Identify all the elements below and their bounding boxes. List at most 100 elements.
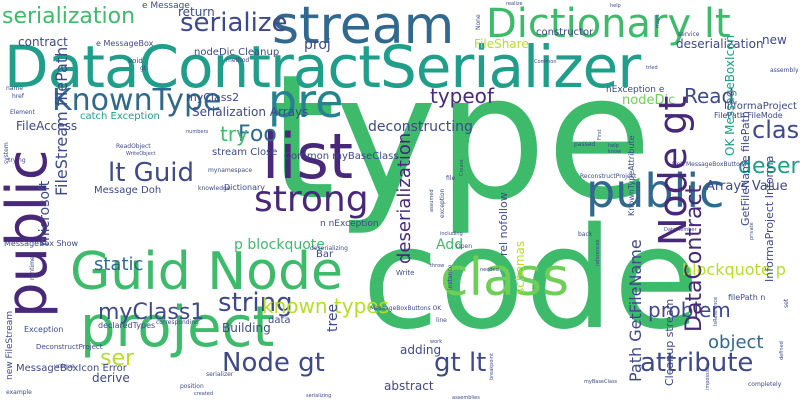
word-deconstructproject: Doh MessageBoxButtons bbox=[672, 161, 747, 168]
word-gt: deconstructing bbox=[368, 119, 473, 135]
word-method: void bbox=[128, 57, 143, 65]
word-deconstructing: DeconstructProject bbox=[36, 343, 103, 351]
word-assumed: myBaseClass bbox=[584, 379, 618, 385]
word-informaproject-vert: InformaProject Informa bbox=[763, 155, 776, 282]
word-serializer: unique bbox=[54, 363, 75, 370]
word-realize-vert: defined bbox=[779, 341, 785, 360]
word-deserialize: problem bbox=[648, 298, 731, 322]
word-datacontractserializer: DataContractSerializer bbox=[4, 33, 641, 101]
word-abstract: Building bbox=[222, 321, 271, 335]
word-element: name bbox=[6, 85, 24, 92]
word-serializing: numbers bbox=[186, 129, 209, 135]
word-know: back bbox=[578, 231, 593, 238]
word-mycomplexresult-vert: Path GetFileName bbox=[626, 239, 645, 382]
word-unique-vert: breakpoint bbox=[489, 353, 495, 380]
word-assemblies-vert: impossible bbox=[705, 363, 711, 390]
word-messageboxbuttons-ok-vert: KnownTypeAttribute bbox=[627, 135, 636, 216]
word-exception-vert: Create bbox=[459, 159, 465, 176]
word-serialization: gt lt bbox=[434, 348, 487, 378]
word-back: Common bbox=[534, 59, 557, 65]
word-impossible: DataMember bbox=[664, 227, 697, 233]
word-serialization-arrays: constructor bbox=[536, 27, 594, 38]
word-declaredtypes: MessageBoxIcon Error bbox=[16, 363, 127, 374]
word-defined: completely bbox=[748, 381, 782, 388]
word-line: Open bbox=[456, 243, 473, 250]
word-first: passed bbox=[574, 141, 596, 148]
word-proj-vert: DataContract bbox=[682, 184, 707, 332]
word-open-vert: runtime bbox=[29, 256, 36, 280]
word-stream: stream bbox=[272, 0, 455, 56]
word-new-filestream: nException e bbox=[606, 85, 665, 95]
word-ok-messageboxicon: filePath n bbox=[728, 293, 766, 302]
word-guid-node: Guid Node bbox=[70, 242, 343, 302]
word-fileshare: contract bbox=[18, 35, 68, 49]
word-filepath-filemode: catch Exception bbox=[80, 111, 160, 122]
word-mybaseclass: work bbox=[430, 339, 443, 345]
word-set: position bbox=[180, 383, 204, 390]
word-getfilename-filepath-vert: rel nofollow bbox=[497, 192, 510, 256]
word-filestream-filepath-vert: Cleanup stream bbox=[663, 298, 676, 386]
word-catch-exception-vert: schemas bbox=[513, 240, 527, 294]
word-known-types: typeof bbox=[430, 84, 494, 108]
word-dictionary: mynamespace bbox=[208, 167, 253, 174]
word-passed-vert: None bbox=[475, 14, 482, 30]
word-type: type bbox=[268, 37, 653, 238]
word-maps: help bbox=[608, 143, 619, 149]
word-instance-vert: exception bbox=[439, 188, 446, 218]
word-doh-messageboxbuttons: Exception bbox=[24, 325, 64, 334]
word-myclass2: FileAccess bbox=[16, 119, 78, 133]
word-path-getfilename: data bbox=[268, 315, 291, 326]
word-knowntypeattribute: declaredTypes bbox=[98, 321, 156, 330]
word-constructor: return bbox=[178, 5, 215, 19]
word-nexception-e-vert: OK MessageBoxIcon bbox=[723, 34, 737, 156]
word-service: assembly bbox=[770, 67, 799, 74]
word-corresponding: line bbox=[436, 317, 447, 324]
word-informa: blockquote p bbox=[682, 260, 786, 279]
word-datacontract: p blockquote bbox=[234, 237, 325, 253]
word-writeobject: deserializing bbox=[310, 245, 348, 252]
word-deserializing-vert: system bbox=[3, 142, 10, 164]
word-help-vert: First bbox=[597, 129, 603, 140]
word-code: code bbox=[362, 198, 700, 361]
word-myclass1: Foo bbox=[238, 122, 277, 147]
word-system: href bbox=[12, 93, 24, 100]
word-readobject: trying bbox=[8, 157, 26, 164]
word-list: list bbox=[262, 120, 354, 193]
word-ser: string bbox=[218, 288, 293, 318]
word-classes: object bbox=[708, 332, 764, 353]
word-p-blockquote: static bbox=[94, 254, 144, 275]
word-filepath-n: e Message bbox=[142, 1, 190, 11]
word-file: Dictionary bbox=[224, 183, 266, 192]
word-help: service bbox=[678, 31, 700, 38]
word-building: Arrays Value bbox=[706, 179, 788, 194]
word-serialize: attribute bbox=[640, 348, 754, 378]
word-typeof: lt Guid bbox=[108, 158, 195, 188]
word-numbers: assemblies bbox=[452, 395, 480, 400]
word-problem: known types bbox=[262, 294, 389, 318]
word-created: serializer bbox=[206, 371, 234, 378]
word-messagebox-show-vert: new FileStream bbox=[5, 310, 15, 380]
word-runtime: including bbox=[440, 231, 463, 237]
word-e-message: Message Doh bbox=[94, 185, 162, 196]
word-data-vert: tree bbox=[325, 303, 341, 332]
word-class: class bbox=[440, 248, 570, 308]
word-none: realize bbox=[506, 1, 523, 7]
word-knowledge: WriteObject bbox=[126, 151, 156, 157]
word-common-mybaseclass: FilePath FileMode bbox=[714, 111, 783, 120]
word-microsoft-vert: FileStream filePath bbox=[52, 46, 71, 196]
word-href: method bbox=[226, 57, 250, 64]
word-new: abstract bbox=[384, 379, 434, 393]
word-messageboxicon-error: n nException bbox=[320, 219, 379, 229]
word-add: try bbox=[220, 122, 248, 146]
word-private-vert: references bbox=[595, 239, 601, 266]
word-stream-close: InformaProject Informa bbox=[724, 101, 800, 112]
word-create: knowledge bbox=[198, 185, 231, 192]
word-node-gt: strong bbox=[254, 179, 369, 220]
word-work-vert: IsReference bbox=[713, 296, 719, 326]
word-object: ser bbox=[100, 346, 135, 371]
word-pre: pre bbox=[268, 74, 344, 128]
word-arrays-value: myClass2 bbox=[186, 91, 240, 104]
word-static: Read bbox=[684, 84, 735, 108]
word-foo: serialize bbox=[180, 8, 288, 38]
